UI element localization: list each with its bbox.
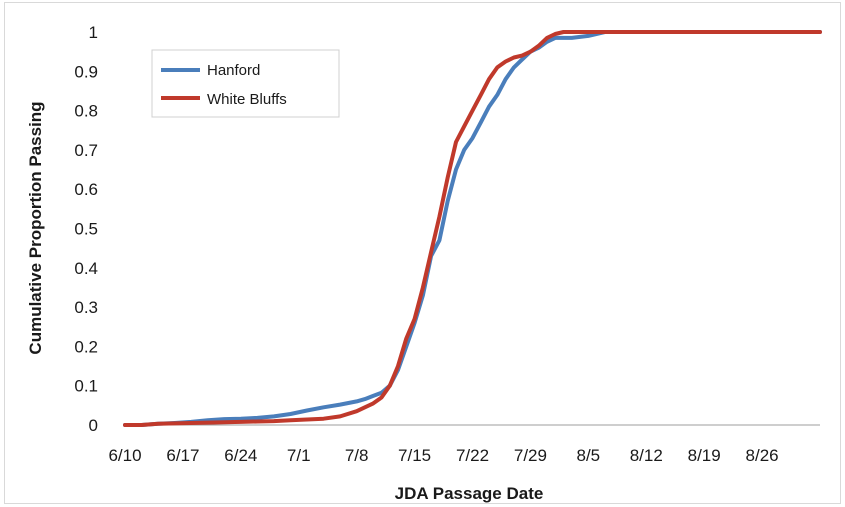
legend-label-hanford: Hanford: [207, 62, 260, 79]
x-tick-label: 6/10: [108, 446, 141, 465]
chart-frame: [4, 2, 841, 504]
y-tick-label: 0.8: [74, 102, 98, 121]
y-tick-label: 0.7: [74, 141, 98, 160]
y-tick-label: 0.1: [74, 377, 98, 396]
x-axis-title: JDA Passage Date: [395, 484, 544, 503]
x-tick-label: 6/17: [166, 446, 199, 465]
series-line-white-bluffs: [123, 30, 822, 427]
y-tick-label: 1: [89, 23, 98, 42]
series-line-hanford: [123, 30, 822, 427]
x-tick-label: 8/19: [688, 446, 721, 465]
x-tick-label: 8/26: [746, 446, 779, 465]
x-tick-label: 7/8: [345, 446, 369, 465]
x-tick-label: 8/12: [630, 446, 663, 465]
y-tick-label: 0.5: [74, 220, 98, 239]
x-tick-label: 7/1: [287, 446, 311, 465]
legend: Hanford White Bluffs: [151, 49, 340, 118]
x-tick-label: 7/22: [456, 446, 489, 465]
y-tick-label: 0.9: [74, 62, 98, 81]
legend-box: [151, 49, 340, 118]
y-tick-label: 0: [89, 416, 98, 435]
legend-label-white-bluffs: White Bluffs: [207, 91, 287, 108]
x-tick-label: 7/29: [514, 446, 547, 465]
y-tick-label: 0.6: [74, 180, 98, 199]
x-tick-label: 6/24: [224, 446, 257, 465]
y-tick-label: 0.2: [74, 337, 98, 356]
y-axis-ticks: 0 0.1 0.2 0.3 0.4 0.5 0.6 0.7 0.8 0.9 1: [74, 23, 98, 435]
x-tick-label: 7/15: [398, 446, 431, 465]
y-axis-title: Cumulative Proportion Passing: [26, 101, 45, 354]
y-tick-label: 0.4: [74, 259, 98, 278]
series-layer: [123, 30, 822, 427]
x-axis-ticks: 6/10 6/17 6/24 7/1 7/8 7/15 7/22 7/29 8/5 8/12 8/1…: [108, 446, 778, 465]
y-tick-label: 0.3: [74, 298, 98, 317]
x-tick-label: 8/5: [577, 446, 601, 465]
